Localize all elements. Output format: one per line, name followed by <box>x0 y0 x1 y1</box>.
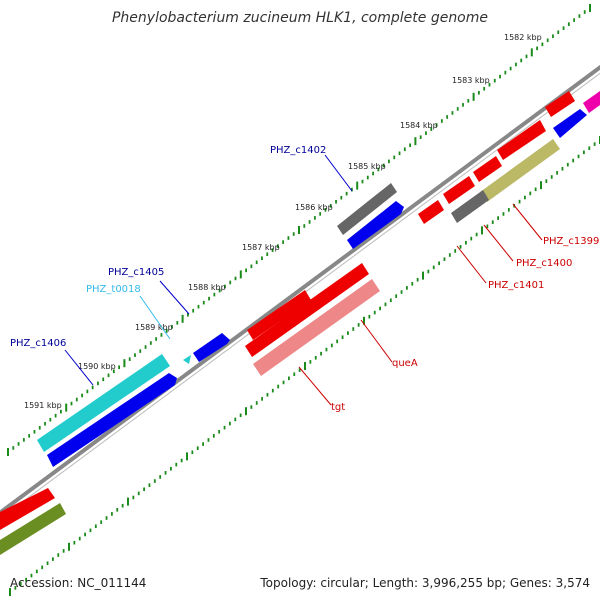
label-quea: queA <box>392 358 418 369</box>
label-phz-c1406: PHZ_c1406 <box>10 338 66 349</box>
tick-label-1590: 1590 kbp <box>78 362 116 371</box>
label-phz-c1405: PHZ_c1405 <box>108 267 164 278</box>
genome-stats-text: Topology: circular; Length: 3,996,255 bp… <box>260 576 590 590</box>
label-phz-t0018: PHZ_t0018 <box>86 284 141 295</box>
feature-red-right-4[interactable] <box>443 176 475 204</box>
tick-labels: 1582 kbp 1583 kbp 1584 kbp 1585 kbp 1586… <box>24 33 542 410</box>
feature-phz-c1399[interactable] <box>480 139 560 202</box>
tick-label-1586: 1586 kbp <box>295 203 333 212</box>
label-tgt: tgt <box>331 402 345 413</box>
feature-red-right-2[interactable] <box>497 120 546 160</box>
tick-label-1585: 1585 kbp <box>348 162 386 171</box>
feature-phz-c1406[interactable] <box>37 354 170 452</box>
tick-label-1589: 1589 kbp <box>135 323 173 332</box>
map-title: Phenylobacterium zucineum HLK1, complete… <box>111 10 489 26</box>
tick-label-1583: 1583 kbp <box>452 76 490 85</box>
feature-gray-c1402[interactable] <box>337 183 397 235</box>
label-phz-c1402: PHZ_c1402 <box>270 145 326 156</box>
label-phz-c1400: PHZ_c1400 <box>516 258 572 269</box>
feature-phz-c1405[interactable] <box>193 333 230 362</box>
feature-blue-right[interactable] <box>553 109 587 138</box>
outer-ruler <box>7 4 591 456</box>
feature-blue-long[interactable] <box>47 373 177 467</box>
feature-labels: PHZ_c1402 PHZ_c1405 PHZ_t0018 PHZ_c1406 … <box>10 145 599 413</box>
feature-red-mid[interactable] <box>247 290 311 340</box>
feature-red-right-3[interactable] <box>473 156 502 182</box>
accession-text: Accession: NC_011144 <box>10 576 147 590</box>
feature-green-bottom-left[interactable] <box>0 503 66 555</box>
feature-quea[interactable] <box>245 263 369 357</box>
outer-features <box>0 91 600 555</box>
feature-red-right-1[interactable] <box>545 91 575 117</box>
feature-phz-t0018[interactable] <box>183 355 191 364</box>
feature-red-bottom-left[interactable] <box>0 488 55 530</box>
tick-label-1582: 1582 kbp <box>504 33 542 42</box>
tick-label-1588: 1588 kbp <box>188 283 226 292</box>
tick-label-1587: 1587 kbp <box>242 243 280 252</box>
label-phz-c1399: PHZ_c1399 <box>543 236 599 247</box>
inner-ruler <box>9 136 600 596</box>
feature-phz-c1401[interactable] <box>418 200 444 224</box>
feature-phz-c1402[interactable] <box>347 201 404 249</box>
tick-label-1584: 1584 kbp <box>400 121 438 130</box>
leader-lines <box>64 154 543 406</box>
tick-label-1591: 1591 kbp <box>24 401 62 410</box>
feature-phz-c1400[interactable] <box>451 190 489 223</box>
feature-tgt[interactable] <box>253 279 380 376</box>
label-phz-c1401: PHZ_c1401 <box>488 280 544 291</box>
feature-pink-right[interactable] <box>583 91 600 113</box>
